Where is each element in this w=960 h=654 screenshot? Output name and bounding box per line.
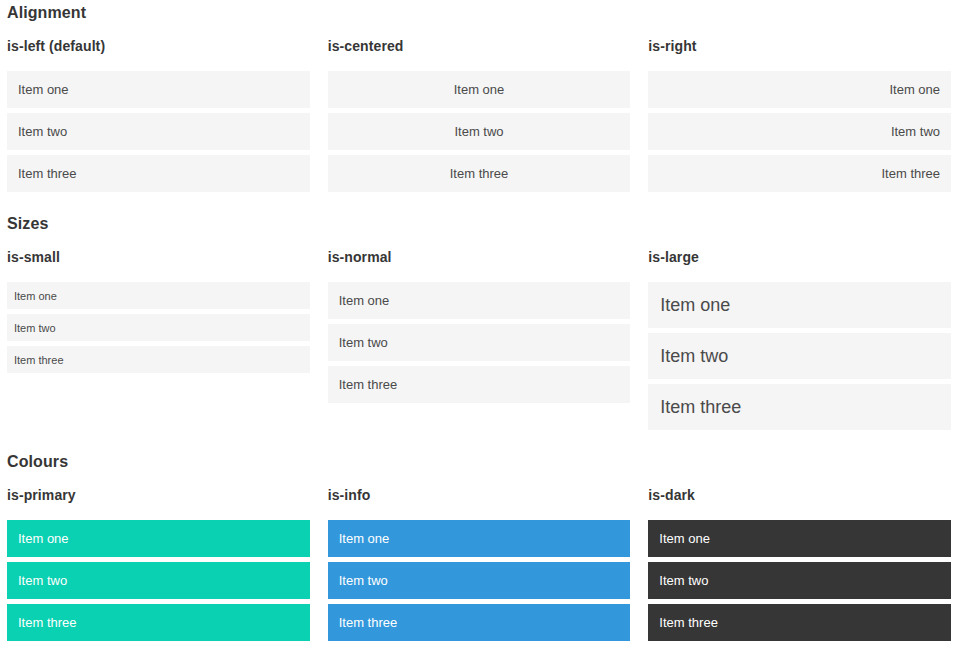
list-item[interactable]: Item three (328, 155, 631, 192)
group-title-is-large: is-large (648, 249, 951, 265)
list-item[interactable]: Item three (328, 366, 631, 403)
sizes-columns: is-small Item one Item two Item three is… (7, 249, 951, 435)
group-title-is-right: is-right (648, 38, 951, 54)
list-is-normal: Item one Item two Item three (328, 282, 631, 403)
list-item[interactable]: Item one (648, 71, 951, 108)
group-title-is-small: is-small (7, 249, 310, 265)
list-item[interactable]: Item two (328, 562, 631, 599)
group-title-is-primary: is-primary (7, 487, 310, 503)
group-title-is-centered: is-centered (328, 38, 631, 54)
group-is-info: is-info Item one Item two Item three (328, 487, 631, 646)
group-title-is-info: is-info (328, 487, 631, 503)
list-is-info: Item one Item two Item three (328, 520, 631, 641)
alignment-columns: is-left (default) Item one Item two Item… (7, 38, 951, 197)
group-is-left: is-left (default) Item one Item two Item… (7, 38, 310, 197)
section-title-alignment: Alignment (7, 4, 951, 22)
list-item[interactable]: Item three (7, 155, 310, 192)
list-is-right: Item one Item two Item three (648, 71, 951, 192)
group-is-right: is-right Item one Item two Item three (648, 38, 951, 197)
list-item[interactable]: Item two (328, 324, 631, 361)
list-is-primary: Item one Item two Item three (7, 520, 310, 641)
list-item[interactable]: Item three (648, 604, 951, 641)
list-item[interactable]: Item one (648, 520, 951, 557)
list-item[interactable]: Item three (7, 604, 310, 641)
list-is-dark: Item one Item two Item three (648, 520, 951, 641)
list-item[interactable]: Item one (7, 71, 310, 108)
group-is-normal: is-normal Item one Item two Item three (328, 249, 631, 435)
list-item[interactable]: Item one (328, 282, 631, 319)
group-is-small: is-small Item one Item two Item three (7, 249, 310, 435)
section-title-colours: Colours (7, 453, 951, 471)
list-item[interactable]: Item two (648, 333, 951, 379)
section-sizes: Sizes is-small Item one Item two Item th… (7, 215, 951, 435)
group-is-dark: is-dark Item one Item two Item three (648, 487, 951, 646)
list-is-left: Item one Item two Item three (7, 71, 310, 192)
group-is-centered: is-centered Item one Item two Item three (328, 38, 631, 197)
group-is-primary: is-primary Item one Item two Item three (7, 487, 310, 646)
group-is-large: is-large Item one Item two Item three (648, 249, 951, 435)
list-is-centered: Item one Item two Item three (328, 71, 631, 192)
section-alignment: Alignment is-left (default) Item one Ite… (7, 4, 951, 197)
list-item[interactable]: Item one (648, 282, 951, 328)
list-item[interactable]: Item two (328, 113, 631, 150)
colours-columns: is-primary Item one Item two Item three … (7, 487, 951, 646)
list-item[interactable]: Item two (648, 562, 951, 599)
list-item[interactable]: Item two (7, 562, 310, 599)
section-title-sizes: Sizes (7, 215, 951, 233)
list-is-large: Item one Item two Item three (648, 282, 951, 430)
list-item[interactable]: Item three (648, 155, 951, 192)
section-colours: Colours is-primary Item one Item two Ite… (7, 453, 951, 646)
group-title-is-left: is-left (default) (7, 38, 310, 54)
list-item[interactable]: Item two (7, 113, 310, 150)
list-item[interactable]: Item three (7, 346, 310, 373)
list-item[interactable]: Item one (7, 282, 310, 309)
group-title-is-dark: is-dark (648, 487, 951, 503)
group-title-is-normal: is-normal (328, 249, 631, 265)
list-item[interactable]: Item one (328, 71, 631, 108)
list-item[interactable]: Item three (648, 384, 951, 430)
list-item[interactable]: Item three (328, 604, 631, 641)
list-item[interactable]: Item two (648, 113, 951, 150)
list-item[interactable]: Item one (7, 520, 310, 557)
list-is-small: Item one Item two Item three (7, 282, 310, 373)
list-item[interactable]: Item one (328, 520, 631, 557)
list-item[interactable]: Item two (7, 314, 310, 341)
